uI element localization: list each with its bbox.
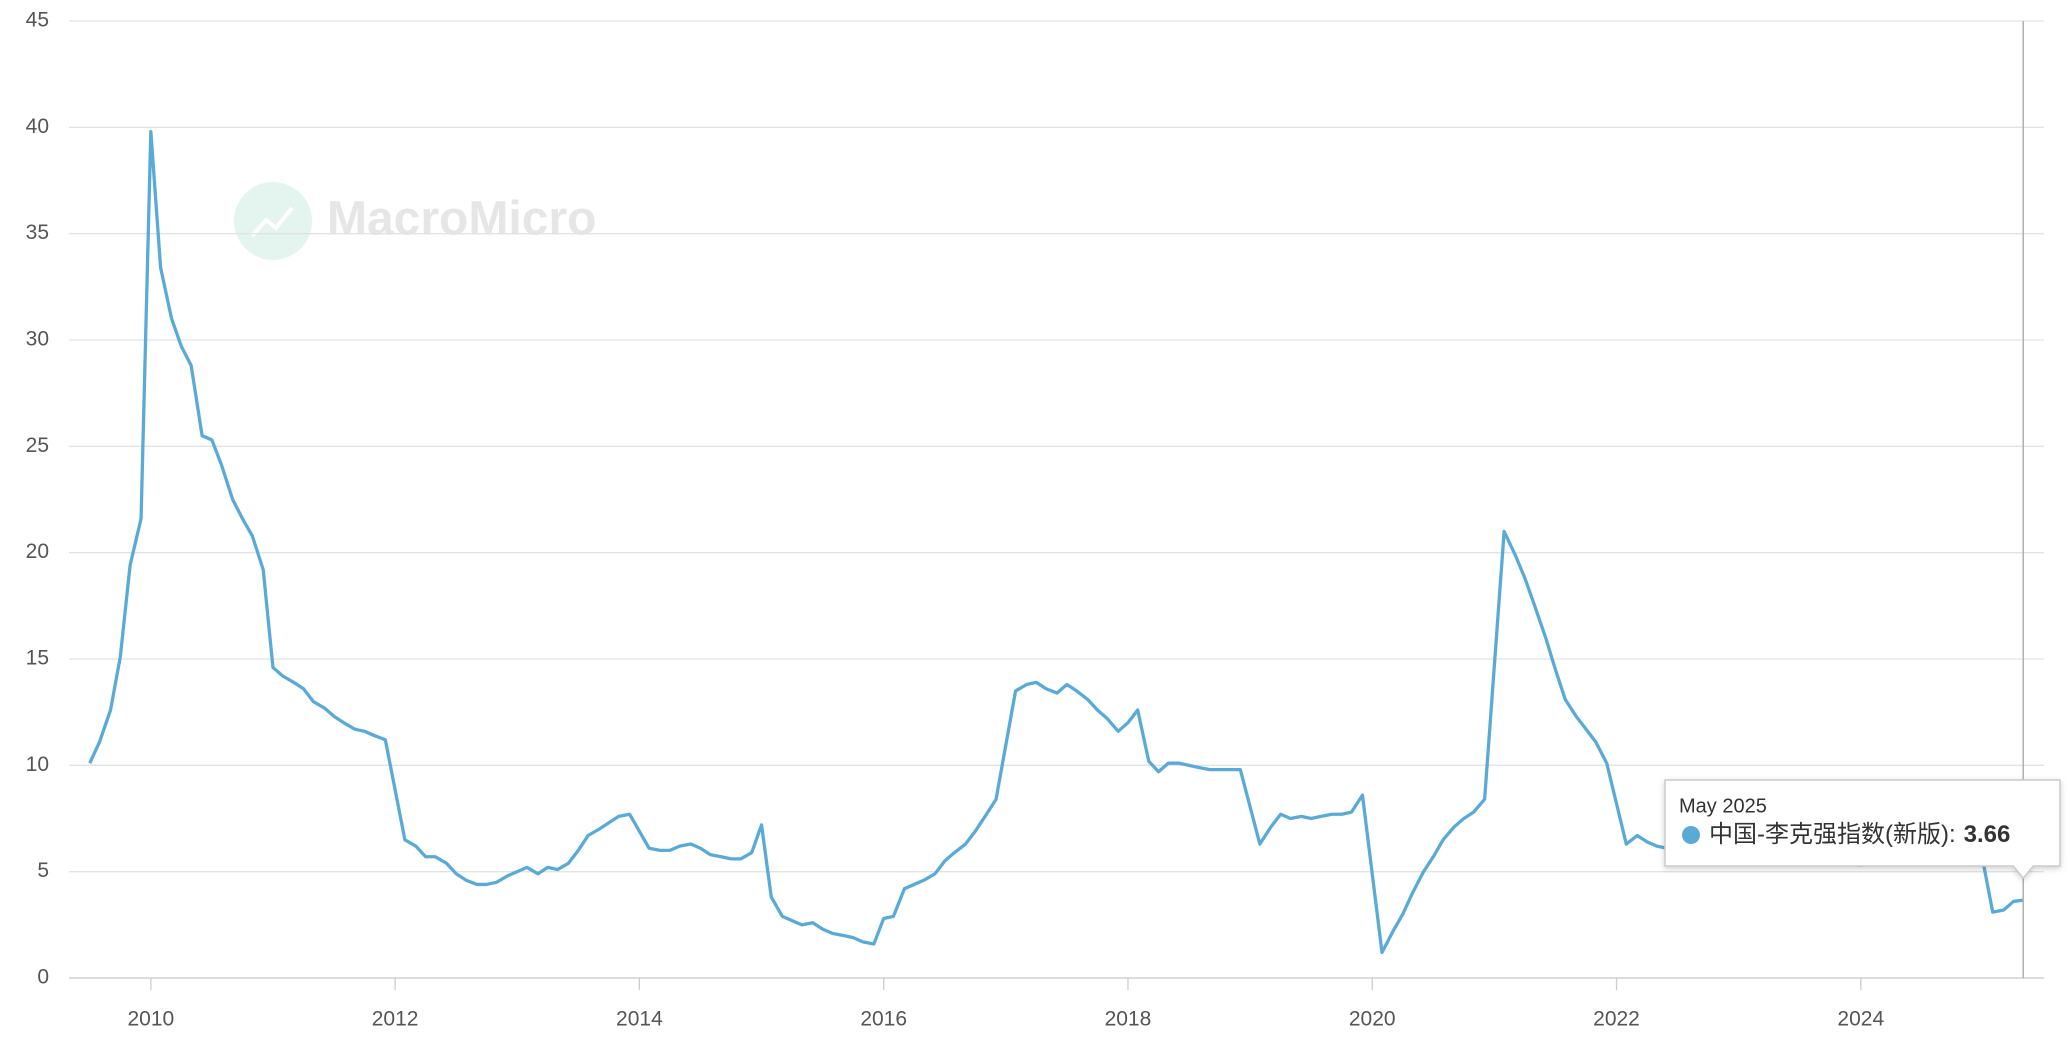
- tooltip-separator: :: [1949, 821, 1956, 848]
- tooltip-marker: [1682, 826, 1700, 844]
- tooltip-line: 中国-李克强指数(新版): 3.66: [1709, 821, 2010, 848]
- x-tick-label: 2016: [860, 1008, 907, 1031]
- tooltip-value: 3.66: [1964, 821, 2011, 848]
- y-tick-label: 45: [26, 9, 49, 32]
- watermark-logo-line: [250, 206, 294, 238]
- x-tick-label: 2014: [616, 1008, 663, 1031]
- watermark: MacroMicro: [234, 182, 596, 260]
- watermark-logo: [234, 182, 312, 260]
- line-series: [88, 129, 2024, 955]
- y-tick-label: 25: [26, 434, 49, 457]
- y-tick-label: 20: [26, 540, 49, 563]
- x-tick-label: 2012: [372, 1008, 419, 1031]
- y-tick-label: 10: [26, 753, 49, 776]
- x-tick-label: 2024: [1837, 1008, 1884, 1031]
- x-tick-label: 2022: [1593, 1008, 1640, 1031]
- y-tick-label: 5: [37, 859, 49, 882]
- y-tick-label: 15: [26, 647, 49, 670]
- tooltip-box: [1664, 779, 2061, 880]
- tooltip-series-name: 中国-李克强指数(新版): [1709, 821, 1949, 848]
- x-tick-label: 2020: [1349, 1008, 1396, 1031]
- y-tick-label: 35: [26, 221, 49, 244]
- y-tick-label: 40: [26, 115, 49, 138]
- watermark-text: MacroMicro: [327, 193, 596, 246]
- x-tick-label: 2018: [1105, 1008, 1152, 1031]
- tooltip-title: May 2025: [1679, 795, 1767, 817]
- y-tick-label: 30: [26, 328, 49, 351]
- tooltip: May 2025 中国-李克强指数(新版): 3.66: [1664, 779, 2061, 880]
- x-tick-label: 2010: [127, 1008, 174, 1031]
- y-tick-label: 0: [37, 966, 49, 989]
